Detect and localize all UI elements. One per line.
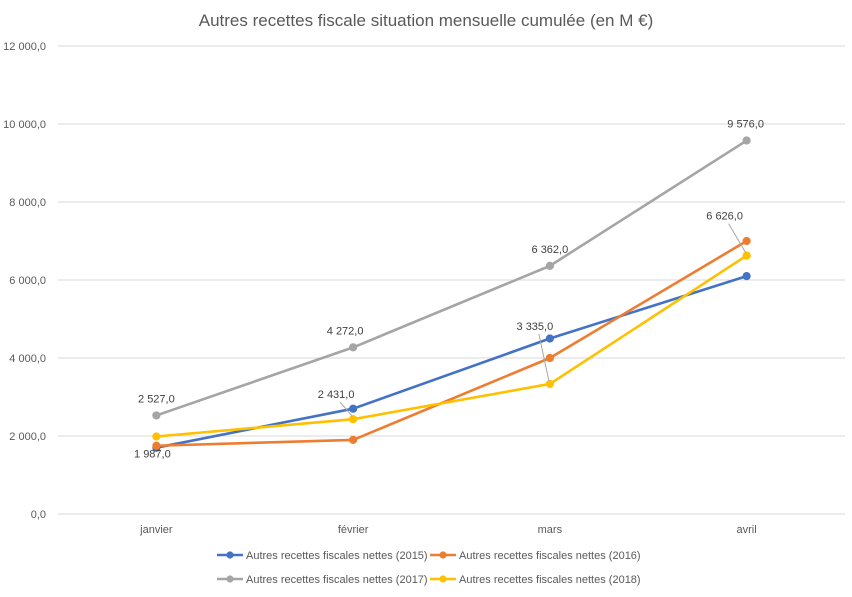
data-point	[742, 272, 751, 281]
data-point	[349, 415, 358, 424]
data-point	[545, 353, 554, 363]
legend-label: Autres recettes fiscales nettes (2017)	[246, 574, 428, 586]
data-point	[349, 435, 358, 444]
y-axis-tick-labels: 0,0 2 000,0 4 000,0 6 000,0 8 000,0 10 000,0 1…	[3, 41, 46, 521]
legend-item: Autres recettes fiscales nettes (2018)	[430, 574, 641, 586]
y-tick-label: 8 000,0	[9, 197, 46, 209]
legend-swatch-marker	[226, 551, 234, 559]
data-point	[152, 411, 161, 420]
y-tick-label: 10 000,0	[3, 119, 46, 131]
legend-swatch-marker	[439, 551, 447, 559]
data-point	[349, 404, 358, 413]
x-tick-label: mars	[538, 524, 563, 536]
data-label-leader-lines	[339, 223, 747, 417]
data-point	[742, 251, 751, 260]
legend: Autres recettes fiscales nettes (2015) Au…	[217, 550, 641, 586]
legend-label: Autres recettes fiscales nettes (2015)	[246, 550, 428, 562]
data-point	[349, 343, 358, 352]
leader-line	[728, 223, 747, 253]
legend-item: Autres recettes fiscales nettes (2015)	[217, 550, 428, 562]
data-label: 4 272,0	[327, 325, 364, 337]
data-point	[152, 441, 161, 450]
data-point	[545, 379, 554, 389]
series-line	[155, 139, 748, 417]
series-lines	[152, 136, 751, 452]
data-label: 9 576,0	[727, 119, 764, 131]
y-tick-label: 4 000,0	[9, 353, 46, 365]
x-tick-label: février	[338, 524, 369, 536]
data-label: 2 431,0	[318, 389, 355, 401]
legend-swatch-marker	[226, 575, 234, 583]
data-label: 6 626,0	[706, 211, 743, 223]
data-label: 3 335,0	[517, 321, 554, 333]
series-line	[155, 254, 748, 438]
x-axis-tick-labels: janvier février mars avril	[139, 524, 757, 536]
legend-label: Autres recettes fiscales nettes (2018)	[459, 574, 641, 586]
legend-item: Autres recettes fiscales nettes (2017)	[217, 574, 428, 586]
y-tick-label: 12 000,0	[3, 41, 46, 53]
legend-item: Autres recettes fiscales nettes (2016)	[430, 550, 641, 562]
x-tick-label: janvier	[139, 524, 173, 536]
data-label: 2 527,0	[138, 393, 175, 405]
data-label: 1 987,0	[134, 449, 171, 461]
series-line	[155, 239, 748, 448]
data-point	[152, 432, 161, 441]
data-labels: 2 527,0 4 272,0 6 362,0 9 576,0 1 987,0 2 431…	[134, 119, 764, 461]
leader-line	[538, 333, 550, 382]
data-point	[545, 261, 554, 270]
data-label: 6 362,0	[532, 244, 569, 256]
data-point	[742, 236, 751, 246]
y-tick-label: 0,0	[31, 509, 46, 521]
data-point	[742, 136, 751, 145]
y-tick-label: 2 000,0	[9, 431, 46, 443]
chart-title: Autres recettes fiscale situation mensue…	[199, 11, 653, 30]
data-point	[545, 334, 554, 343]
legend-label: Autres recettes fiscales nettes (2016)	[459, 550, 641, 562]
leader-line	[339, 401, 353, 417]
legend-swatch-marker	[439, 575, 447, 583]
gridlines	[58, 45, 845, 515]
y-tick-label: 6 000,0	[9, 275, 46, 287]
series-line	[155, 274, 748, 450]
x-tick-label: avril	[737, 524, 757, 536]
